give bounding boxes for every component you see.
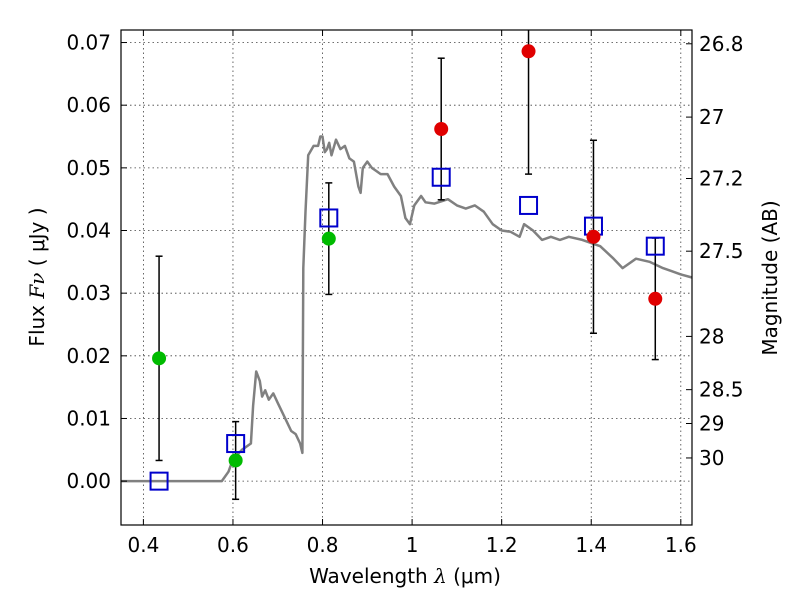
y-tick-label: 0.01: [66, 406, 111, 430]
observed-detection-point: [586, 229, 601, 244]
x-tick-label: 0.4: [127, 533, 159, 557]
y-tick-label: 0.05: [66, 156, 111, 180]
observed-other-point: [228, 453, 243, 468]
x-tick-label: 0.8: [307, 533, 339, 557]
tick-labels: 0.4 0.6 0.8 1 1.2 1.4 1.6 0.00 0.01 0.02 0.03 0.04 0…: [66, 31, 743, 557]
x-tick-label: 1.2: [486, 533, 518, 557]
y-axis-title: Flux Fν ( μJy ): [25, 207, 49, 346]
x-tick-label: 1.4: [575, 533, 607, 557]
model-photometry-square: [226, 434, 246, 454]
y-tick-label: 0.03: [66, 281, 111, 305]
magnitude-tick-label: 27.5: [699, 239, 744, 263]
y-tick-label: 0.02: [66, 344, 111, 368]
magnitude-tick-label: 27: [699, 105, 724, 129]
y-tick-label: 0.04: [66, 219, 111, 243]
magnitude-tick-label: 27.2: [699, 167, 744, 191]
data-points: [149, 44, 665, 491]
magnitude-tick-label: 29: [699, 411, 724, 435]
observed-detection-point: [648, 291, 663, 306]
magnitude-tick-label: 28: [699, 324, 724, 348]
model-photometry-square: [431, 167, 451, 187]
magnitude-tick-label: 26.8: [699, 32, 744, 56]
model-sed-line: [121, 135, 693, 483]
axes: [120, 29, 693, 526]
y-tick-label: 0.06: [66, 93, 111, 117]
model-photometry-square: [149, 471, 169, 491]
observed-detection-point: [521, 44, 536, 59]
observed-other-point: [321, 231, 336, 246]
y2-axis-title: Magnitude (AB): [758, 200, 782, 355]
x-tick-label: 0.6: [217, 533, 249, 557]
observed-detection-point: [434, 122, 449, 136]
magnitude-tick-label: 30: [699, 446, 724, 470]
x-tick-label: 1.6: [665, 533, 697, 557]
x-tick-label: 1: [406, 533, 419, 557]
y-tick-label: 0.00: [66, 469, 111, 493]
model-photometry-square: [645, 236, 665, 256]
model-photometry-square: [519, 195, 539, 215]
model-sed: [121, 135, 693, 483]
model-photometry-square: [319, 208, 339, 228]
magnitude-tick-label: 28.5: [699, 378, 744, 402]
error-bars: [155, 30, 659, 501]
x-axis-title: Wavelength λ (μm): [309, 564, 501, 588]
plot-frame: [120, 29, 693, 526]
grid-lines: [121, 30, 692, 525]
observed-other-point: [152, 351, 167, 366]
y-tick-label: 0.07: [66, 31, 111, 55]
